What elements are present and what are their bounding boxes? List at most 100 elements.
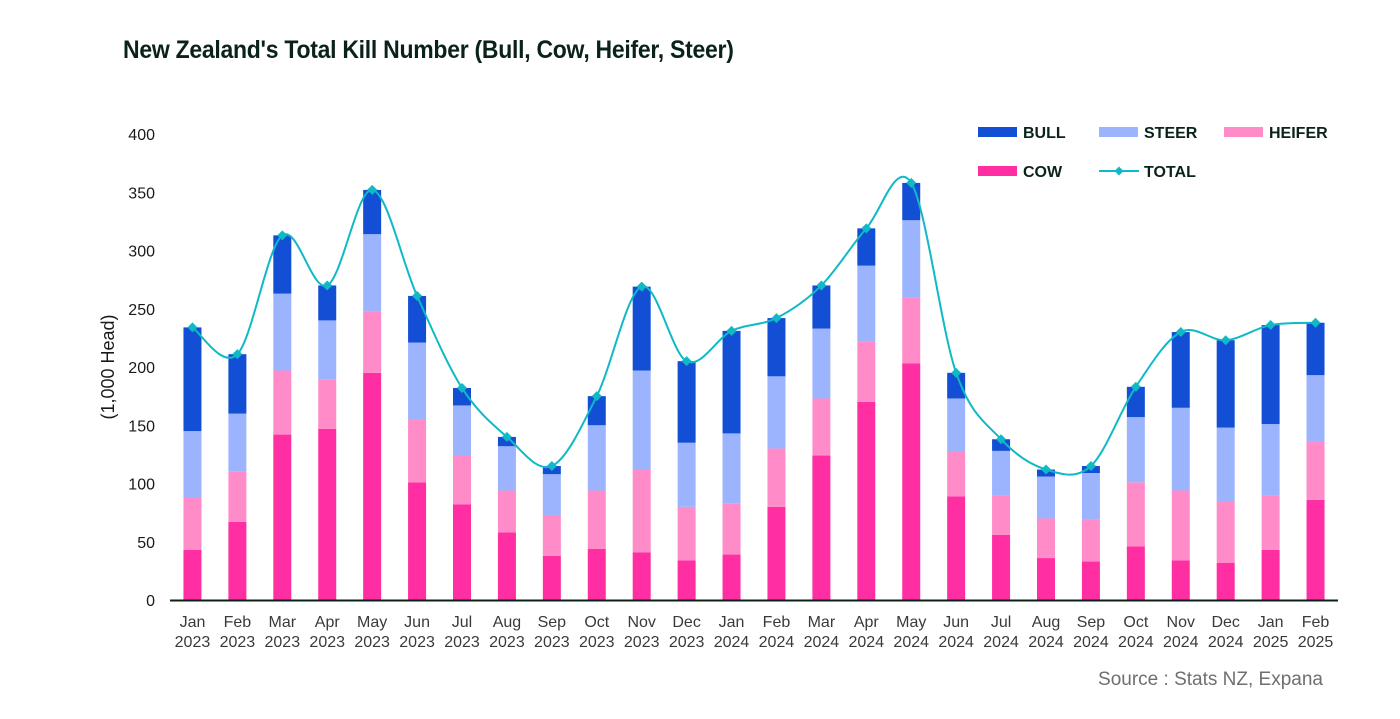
bar-stack — [1037, 469, 1055, 600]
bar-cow — [767, 506, 786, 600]
total-point-marker — [816, 280, 827, 291]
y-tick-label: 0 — [146, 593, 155, 610]
total-point-marker — [1085, 461, 1096, 472]
x-tick-year: 2025 — [1298, 634, 1334, 651]
x-tick-year: 2023 — [444, 634, 480, 651]
x-tick-year: 2024 — [1118, 634, 1154, 651]
bar-steer — [812, 328, 831, 399]
bar-heifer — [542, 514, 561, 556]
x-tick-month: Jul — [991, 614, 1011, 631]
bar-cow — [587, 548, 606, 600]
x-tick-month: Jul — [452, 614, 472, 631]
bar-heifer — [363, 311, 382, 373]
total-point-marker — [1220, 335, 1231, 346]
bar-stack — [497, 436, 516, 600]
x-tick-month: Jun — [943, 614, 969, 631]
bar-stack — [857, 228, 876, 600]
y-tick-label: 400 — [128, 127, 155, 144]
legend: BULL STEER HEIFER COW TOTAL — [978, 125, 1328, 181]
bar-cow — [722, 554, 741, 600]
x-tick-month: Jan — [180, 614, 206, 631]
bar-steer — [1037, 476, 1055, 519]
bar-stack — [587, 396, 606, 600]
x-tick-month: Feb — [224, 614, 252, 631]
bar-stack — [228, 354, 247, 600]
total-point-marker — [591, 391, 602, 402]
y-tick-label: 250 — [128, 302, 155, 319]
bar-bull — [318, 285, 337, 321]
bar-bull — [1171, 332, 1190, 408]
bar-stack — [363, 189, 382, 600]
x-tick-month: Feb — [763, 614, 791, 631]
x-tick-month: Aug — [1032, 614, 1060, 631]
x-tick-year: 2024 — [893, 634, 929, 651]
x-tick-month: Apr — [854, 614, 880, 631]
bar-steer — [1081, 473, 1100, 520]
legend-item-bull: BULL — [978, 125, 1066, 142]
bar-cow — [228, 521, 247, 600]
bar-cow — [542, 555, 561, 600]
x-tick-year: 2023 — [579, 634, 615, 651]
bar-heifer — [228, 471, 247, 522]
x-tick-year: 2024 — [938, 634, 974, 651]
legend-label: HEIFER — [1269, 125, 1328, 142]
legend-label: BULL — [1023, 125, 1066, 142]
bar-steer — [497, 446, 516, 491]
total-point-marker — [681, 356, 692, 367]
bar-bull — [1306, 322, 1325, 376]
bar-heifer — [273, 370, 292, 435]
bar-bull — [183, 327, 202, 432]
legend-swatch — [1224, 127, 1263, 137]
bar-heifer — [992, 495, 1011, 535]
x-tick-year: 2023 — [534, 634, 570, 651]
total-point-marker — [726, 325, 737, 336]
x-tick-year: 2023 — [309, 634, 345, 651]
x-tick-month: Nov — [1167, 614, 1195, 631]
x-tick-year: 2024 — [1028, 634, 1064, 651]
x-tick-year: 2023 — [354, 634, 390, 651]
bar-bull — [992, 439, 1011, 451]
total-point-marker — [277, 230, 288, 241]
bar-steer — [1261, 424, 1280, 496]
bar-heifer — [1126, 482, 1145, 547]
bar-heifer — [857, 341, 876, 402]
x-tick-year: 2024 — [714, 634, 750, 651]
y-axis-label-group: (1,000 Head) — [98, 314, 118, 419]
bar-steer — [542, 474, 561, 515]
x-tick-month: Mar — [808, 614, 836, 631]
x-tick-year: 2024 — [759, 634, 795, 651]
bar-bull — [767, 318, 786, 377]
bar-stack — [318, 285, 337, 600]
bar-cow — [408, 482, 427, 600]
bar-steer — [947, 398, 966, 453]
bar-steer — [722, 433, 741, 504]
legend-swatch — [978, 127, 1017, 137]
bar-heifer — [722, 503, 741, 555]
bar-steer — [677, 442, 696, 507]
bar-cow — [183, 549, 202, 600]
bar-heifer — [408, 419, 427, 483]
bar-cow — [632, 552, 651, 600]
bar-cow — [1306, 499, 1325, 600]
y-tick-label: 300 — [128, 244, 155, 261]
bar-cow — [497, 532, 516, 600]
x-tick-year: 2024 — [804, 634, 840, 651]
total-point-marker — [906, 177, 917, 188]
bar-cow — [1081, 561, 1100, 600]
x-tick-month: Sep — [538, 614, 567, 631]
bar-heifer — [318, 379, 337, 429]
bar-stack — [1171, 332, 1190, 600]
bar-cow — [947, 496, 966, 600]
bar-cow — [857, 401, 876, 600]
x-tick-month: Mar — [269, 614, 297, 631]
bar-bull — [632, 286, 651, 371]
bar-heifer — [1037, 518, 1055, 559]
bar-steer — [1306, 375, 1325, 442]
bar-stack — [947, 372, 966, 600]
bar-steer — [1171, 407, 1190, 491]
x-tick-year: 2023 — [399, 634, 435, 651]
y-axis-ticks: 0 50 100 150 200 250 300 350 400 — [128, 127, 155, 610]
bar-steer — [767, 376, 786, 449]
total-point-marker — [457, 382, 467, 393]
x-tick-month: Nov — [627, 614, 655, 631]
